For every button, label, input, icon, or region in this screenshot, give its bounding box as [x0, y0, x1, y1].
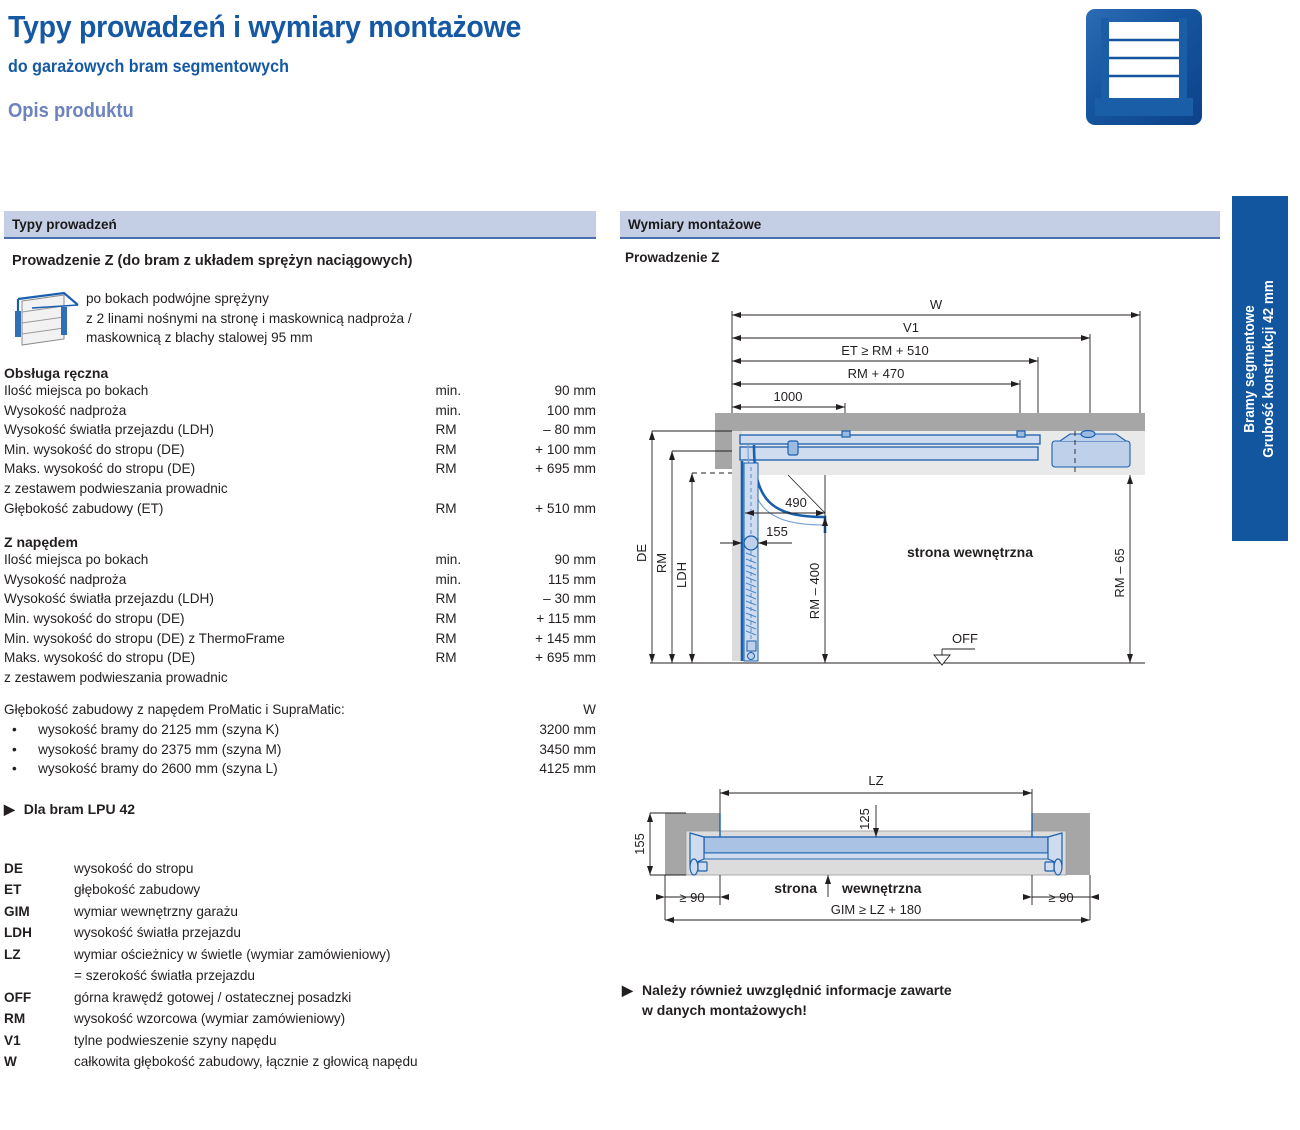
list-item: W całkowita głębokość zabudowy, łącznie …: [4, 1054, 418, 1070]
side-tab: Bramy segmentowe Grubość konstrukcji 42 …: [1232, 196, 1288, 541]
table-row: Maks. wysokość do stropu (DE) RM + 695 m…: [4, 650, 596, 666]
lpu-note-label: Dla bram LPU 42: [23, 800, 136, 817]
list-item: • wysokość bramy do 2600 mm (szyna L) 41…: [12, 761, 596, 777]
dim-490: 490: [785, 495, 807, 510]
dim-et: ET ≥ RM + 510: [841, 343, 928, 358]
list-item: OFF górna krawędź gotowej / ostatecznej …: [4, 989, 352, 1005]
dim-v1: V1: [903, 320, 919, 335]
label-inside-2: wewnętrzna: [841, 880, 922, 896]
dim-de: DE: [634, 544, 649, 562]
triangle-bullet-icon: ▶: [4, 800, 15, 817]
manual-heading: Obsługa ręczna: [4, 365, 109, 381]
list-item: • wysokość bramy do 2125 mm (szyna K) 32…: [12, 721, 596, 737]
list-item: RM wysokość wzorcowa (wymiar zamówieniow…: [4, 1011, 346, 1027]
label-inside: strona wewnętrzna: [907, 544, 1033, 560]
table-row: Min. wysokość do stropu (DE) RM + 115 mm: [4, 610, 596, 626]
table-row: Min. wysokość do stropu (DE) RM + 100 mm: [4, 441, 596, 457]
list-item: = szerokość światła przejazdu: [74, 968, 255, 984]
depth-bullet-table: • wysokość bramy do 2125 mm (szyna K) 32…: [4, 720, 596, 779]
table-row: Ilość miejsca po bokach min. 90 mm: [4, 383, 596, 398]
list-item: GIM wymiar wewnętrzny garażu: [4, 903, 238, 919]
right-column: Wymiary montażowe Prowadzenie Z: [620, 211, 1220, 265]
powered-spec-table: Ilość miejsca po bokach min. 90 mm Wysok…: [4, 550, 596, 687]
dim-1000: 1000: [774, 389, 803, 404]
dim-rm65: RM – 65: [1112, 548, 1127, 597]
installation-note: ▶ Należy również uwzględnić informacje z…: [622, 980, 1142, 1020]
dim-125: 125: [857, 808, 872, 830]
table-row: z zestawem podwieszania prowadnic: [4, 480, 228, 496]
depth-table: Głębokość zabudowy z napędem ProMatic i …: [4, 700, 596, 720]
dim-gim: GIM ≥ LZ + 180: [831, 902, 922, 917]
list-item: DE wysokość do stropu: [4, 860, 194, 876]
dim-w: W: [930, 297, 943, 312]
table-row: Ilość miejsca po bokach min. 90 mm: [4, 552, 596, 568]
table-row: z zestawem podwieszania prowadnic: [4, 669, 228, 685]
powered-heading: Z napędem: [4, 534, 78, 551]
dim-clear-right: ≥ 90: [1048, 890, 1073, 905]
caption-line-3: maskownicą z blachy stalowej 95 mm: [86, 330, 313, 345]
installation-note-line2: w danych montażowych!: [642, 1002, 807, 1018]
caption-line-2: z 2 linami nośnymi na stronę i maskownic…: [86, 310, 412, 326]
left-band-title: Typy prowadzeń: [4, 211, 596, 239]
section-title: Opis produktu: [8, 100, 134, 122]
page-title: Typy prowadzeń i wymiary montażowe: [8, 9, 522, 44]
dim-clear-left: ≥ 90: [679, 890, 704, 905]
table-row: Wysokość światła przejazdu (LDH) RM – 80…: [4, 422, 596, 438]
dim-rm470: RM + 470: [848, 366, 905, 381]
plan-view-drawing: LZ 155 125: [620, 765, 1180, 935]
table-row: Wysokość światła przejazdu (LDH) RM – 30…: [4, 591, 596, 607]
triangle-bullet-icon: ▶: [622, 982, 633, 998]
dim-155: 155: [766, 524, 788, 539]
thumbnail-caption: po bokach podwójne sprężyny z 2 linami n…: [86, 287, 412, 349]
page-header: Typy prowadzeń i wymiary montażowe do ga…: [8, 8, 1058, 124]
table-row: Min. wysokość do stropu (DE) z ThermoFra…: [4, 630, 596, 646]
dim-lz: LZ: [868, 773, 883, 788]
table-row: Maks. wysokość do stropu (DE) RM + 695 m…: [4, 461, 596, 477]
side-tab-line2: Grubość konstrukcji 42 mm: [1261, 279, 1277, 458]
side-view-drawing: W V1 ET ≥ RM + 510 RM + 470 1000: [620, 285, 1180, 705]
list-item: LDH wysokość światła przejazdu: [4, 925, 241, 941]
table-row: Wysokość nadproża min. 115 mm: [4, 571, 596, 587]
glossary: DE wysokość do stropu ET głębokość zabud…: [4, 858, 596, 1073]
right-band-title: Wymiary montażowe: [620, 211, 1220, 239]
list-item: LZ wymiar ościeżnicy w świetle (wymiar z…: [4, 946, 391, 962]
dim-rm400: RM – 400: [807, 563, 822, 619]
manual-spec-table: Ilość miejsca po bokach min. 90 mm Wysok…: [4, 381, 596, 518]
list-item: ET głębokość zabudowy: [4, 882, 201, 898]
page-subtitle: do garażowych bram segmentowych: [8, 56, 289, 76]
garage-door-icon: [1085, 8, 1203, 126]
table-row: Głębokość zabudowy z napędem ProMatic i …: [4, 702, 596, 718]
dim-rm: RM: [654, 553, 669, 573]
label-off: OFF: [952, 631, 978, 646]
installation-note-line1: Należy również uwzględnić informacje zaw…: [642, 982, 952, 998]
label-inside-1: strona: [774, 880, 817, 896]
dim-ldh: LDH: [674, 562, 689, 588]
table-row: Głębokość zabudowy (ET) RM + 510 mm: [4, 500, 596, 516]
dim-155-plan: 155: [632, 833, 647, 855]
right-subtitle: Prowadzenie Z: [625, 250, 720, 265]
caption-line-1: po bokach podwójne sprężyny: [86, 291, 269, 306]
table-row: Wysokość nadproża min. 100 mm: [4, 402, 596, 418]
left-subtitle: Prowadzenie Z (do bram z układem sprężyn…: [12, 253, 413, 269]
list-item: • wysokość bramy do 2375 mm (szyna M) 34…: [12, 741, 596, 757]
lpu-note: ▶ Dla bram LPU 42: [4, 801, 596, 818]
left-column: Typy prowadzeń Prowadzenie Z (do bram z …: [4, 211, 596, 1073]
sectional-door-thumbnail-icon: [4, 287, 86, 349]
side-tab-line1: Bramy segmentowe: [1242, 304, 1258, 433]
list-item: V1 tylne podwieszenie szyny napędu: [4, 1032, 277, 1048]
thumbnail-row: po bokach podwójne sprężyny z 2 linami n…: [4, 287, 596, 349]
